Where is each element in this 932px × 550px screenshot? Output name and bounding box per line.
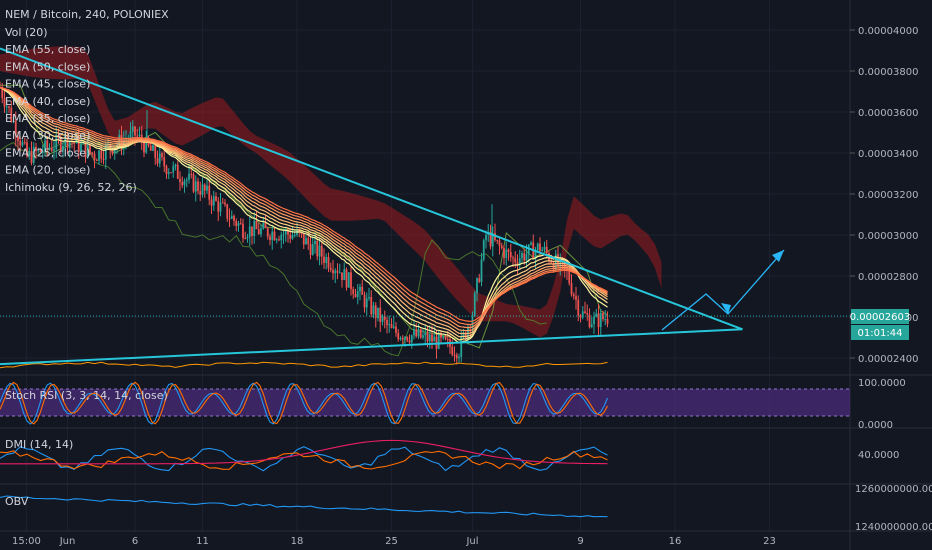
time-tick-label: 15:00 <box>12 536 41 547</box>
study-label[interactable]: EMA (40, close) <box>5 95 90 108</box>
ichimoku-cloud <box>0 46 662 357</box>
time-tick-label: Jun <box>59 536 76 547</box>
study-label[interactable]: EMA (50, close) <box>5 60 90 73</box>
study-label[interactable]: EMA (25, close) <box>5 146 90 159</box>
time-tick-label: 6 <box>132 536 138 547</box>
price-badge-value: 0.00002603 <box>850 312 910 323</box>
obv-line <box>0 495 608 518</box>
time-tick-label: 9 <box>577 536 583 547</box>
price-tick-label: 0.00002800 <box>858 272 918 283</box>
trendline-lower[interactable] <box>0 328 743 366</box>
price-tick-label: 0.00003600 <box>858 108 918 119</box>
obv-tick-low: 1240000000.0000 <box>855 522 932 533</box>
price-badge: 0.00002603 01:01:44 <box>850 309 910 340</box>
obv-label: OBV <box>5 495 29 508</box>
trendline-upper[interactable] <box>0 47 743 331</box>
price-tick-label: 0.00003400 <box>858 149 918 160</box>
time-tick-label: 25 <box>385 536 398 547</box>
price-tick-label: 0.00003000 <box>858 231 918 242</box>
study-label[interactable]: EMA (45, close) <box>5 78 90 91</box>
price-tick-label: 0.00003800 <box>858 67 918 78</box>
stoch-tick-100: 100.0000 <box>858 378 906 389</box>
time-tick-label: Jul <box>465 536 478 547</box>
study-label[interactable]: EMA (20, close) <box>5 164 90 177</box>
stoch-rsi-label: Stoch RSI (3, 3, 14, 14, close) <box>5 389 168 402</box>
study-label[interactable]: EMA (55, close) <box>5 43 90 56</box>
obv-tick-high: 1260000000.0000 <box>855 484 932 495</box>
stoch-rsi-pane <box>0 381 850 425</box>
study-label[interactable]: Vol (20) <box>5 26 48 39</box>
price-tick-label: 0.00004000 <box>858 26 918 37</box>
time-tick-label: 11 <box>196 536 209 547</box>
time-axis[interactable]: 15:00 Jun 6 11 18 25 Jul 9 16 23 <box>12 536 776 547</box>
price-badge-countdown: 01:01:44 <box>858 328 903 339</box>
price-tick-label: 0.00002400 <box>858 354 918 365</box>
time-tick-label: 16 <box>669 536 682 547</box>
candles <box>0 81 609 365</box>
study-label[interactable]: EMA (35, close) <box>5 112 90 125</box>
price-tick-label: 0.00003200 <box>858 190 918 201</box>
grid <box>0 0 850 531</box>
dmi-tick-40: 40.0000 <box>858 450 899 461</box>
study-label[interactable]: EMA (30, close) <box>5 129 90 142</box>
ema-ribbon <box>0 87 608 344</box>
projection-arrows[interactable] <box>661 249 785 331</box>
time-tick-label: 23 <box>763 536 776 547</box>
study-label[interactable]: Ichimoku (9, 26, 52, 26) <box>5 181 137 194</box>
time-tick-label: 18 <box>291 536 304 547</box>
dmi-label: DMI (14, 14) <box>5 438 73 451</box>
chart-title: NEM / Bitcoin, 240, POLONIEX <box>5 8 169 21</box>
legend: NEM / Bitcoin, 240, POLONIEX Vol (20) EMA… <box>5 8 169 194</box>
volume-ma-line <box>0 361 608 369</box>
stoch-tick-0: 0.0000 <box>858 420 893 431</box>
dmi-pane <box>0 439 608 472</box>
